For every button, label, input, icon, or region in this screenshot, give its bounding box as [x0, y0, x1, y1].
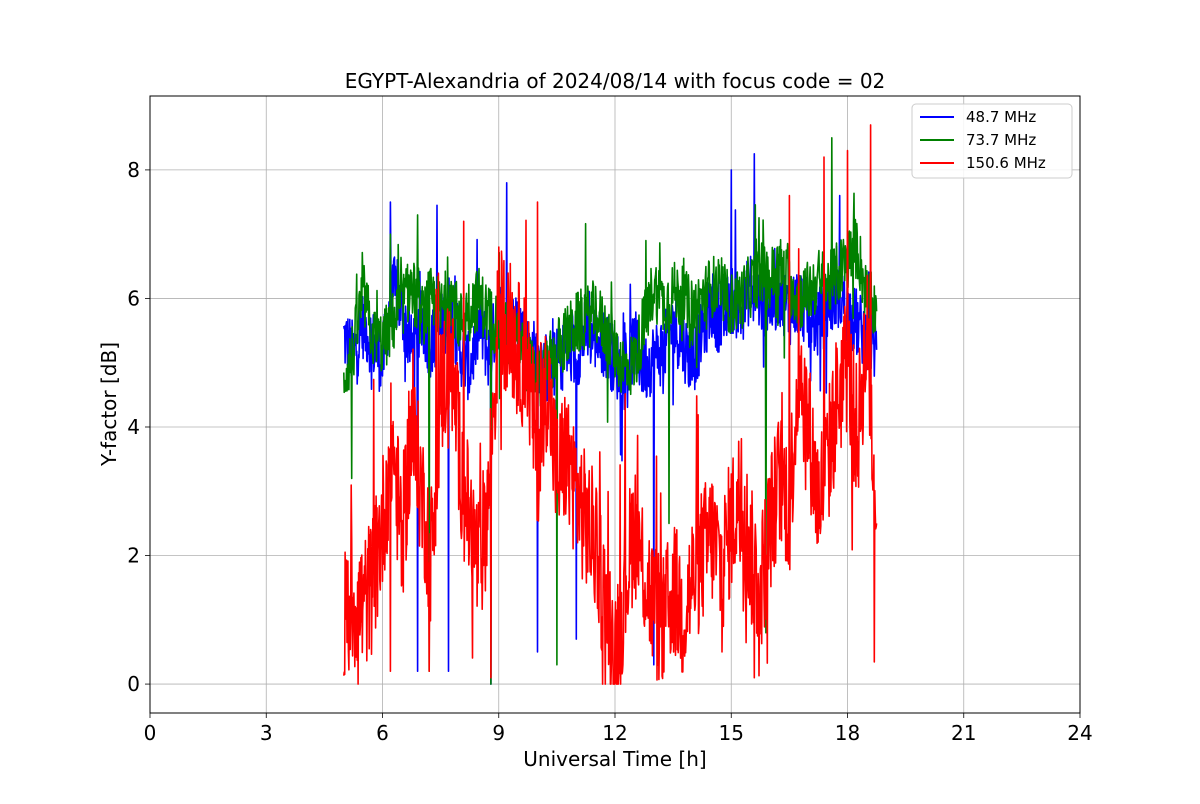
x-tick-label: 24: [1067, 721, 1092, 745]
y-axis-label: Y-factor [dB]: [97, 342, 121, 467]
x-tick-label: 6: [376, 721, 389, 745]
x-tick-label: 9: [492, 721, 505, 745]
series-line-1: [343, 137, 878, 685]
legend-box: [911, 103, 1073, 179]
series-lines: [343, 124, 878, 685]
y-tick-label: 6: [127, 286, 140, 310]
x-tick-label: 21: [951, 721, 976, 745]
y-tick-label: 8: [127, 158, 140, 182]
legend-label: 73.7 MHz: [966, 131, 1036, 149]
x-axis-label: Universal Time [h]: [523, 747, 706, 771]
y-tick-label: 4: [127, 415, 140, 439]
x-tick-label: 12: [602, 721, 627, 745]
legend-label: 150.6 MHz: [966, 154, 1046, 172]
x-tick-label: 15: [719, 721, 744, 745]
x-tick-label: 0: [144, 721, 157, 745]
y-tick-label: 2: [127, 544, 140, 568]
legend-label: 48.7 MHz: [966, 108, 1036, 126]
chart-title: EGYPT-Alexandria of 2024/08/14 with focu…: [345, 69, 886, 93]
y-tick-label: 0: [127, 672, 140, 696]
x-tick-label: 3: [260, 721, 273, 745]
x-tick-label: 18: [835, 721, 860, 745]
series-line-2: [343, 124, 878, 685]
legend: 48.7 MHz 73.7 MHz 150.6 MHz: [911, 103, 1073, 179]
